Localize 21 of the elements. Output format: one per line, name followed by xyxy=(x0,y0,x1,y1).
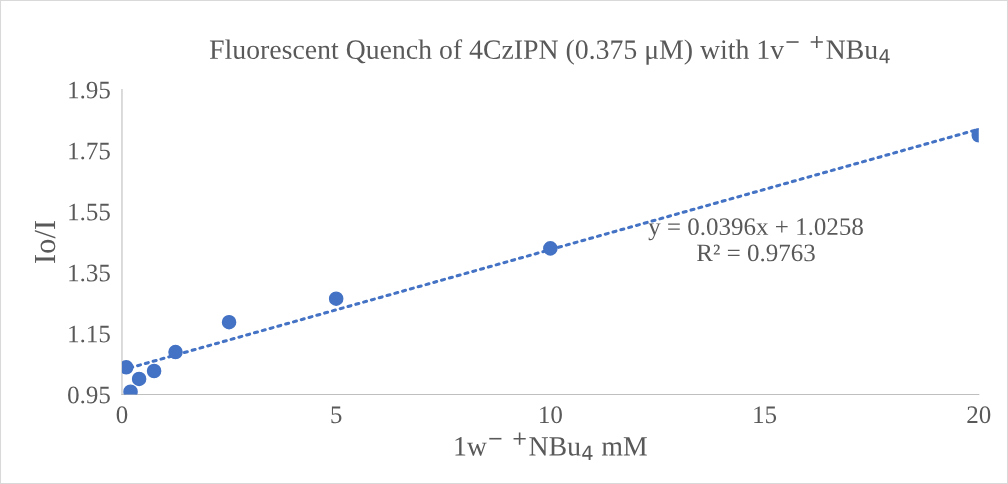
x-axis-title: 1w$^{− +}$NBu$_{4}$ mM xyxy=(455,432,647,460)
annotation: y = 0.0396x + 1.0258 R² = 0.9763 xyxy=(648,218,863,262)
x-tick-label: 10 xyxy=(540,406,562,424)
y-tick-label: 1.55 xyxy=(69,203,110,221)
y-tick-label: 1.35 xyxy=(69,264,110,282)
y-tick-label: 1.75 xyxy=(69,142,110,160)
point xyxy=(146,363,162,379)
x-tick-label: 0 xyxy=(116,406,128,424)
x-tick-label: 20 xyxy=(967,406,991,424)
y-axis-title: Io/I xyxy=(34,221,56,263)
y-tick-label: 1.95 xyxy=(69,81,110,99)
y-tick-label: 1.15 xyxy=(69,325,110,343)
point xyxy=(221,314,237,330)
point xyxy=(131,371,147,387)
point xyxy=(328,291,344,306)
point xyxy=(543,241,558,256)
x-tick-label: 15 xyxy=(754,406,777,424)
point xyxy=(168,344,183,360)
y-tick-label: 0.95 xyxy=(68,386,110,404)
chart-title: Fluorescent Quench of 4CzIPN (0.375 μM) with 1v$^{− +}$NBu$_{4}$ xyxy=(209,35,890,65)
x-tick-label: 5 xyxy=(331,406,342,424)
